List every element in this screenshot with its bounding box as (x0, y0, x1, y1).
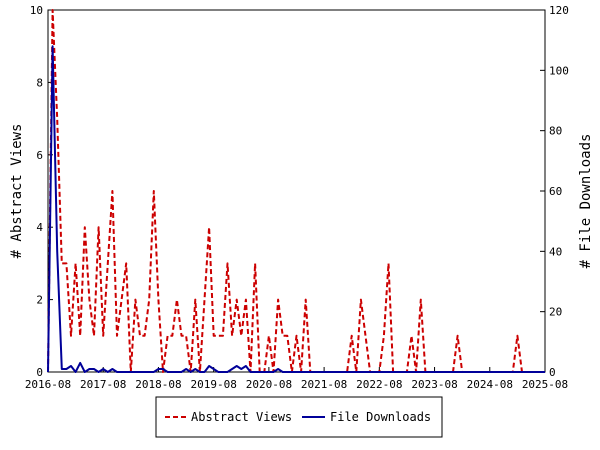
left-tick-label: 2 (36, 294, 43, 307)
series-layer (47, 9, 545, 373)
left-tick-label: 4 (36, 221, 43, 234)
right-tick-label: 120 (549, 4, 569, 17)
right-axis: 0 20 40 60 80 100 120 (540, 4, 569, 379)
series-line-abstract-views (47, 9, 545, 373)
x-tick-label: 2022-08 (356, 378, 402, 391)
left-tick-label: 6 (36, 149, 43, 162)
x-axis: 2016-08 2017-08 2018-08 2019-08 2020-08 2021-… (25, 367, 568, 391)
x-tick-label: 2016-08 (25, 378, 71, 391)
right-tick-label: 0 (549, 366, 556, 379)
left-tick-label: 0 (36, 366, 43, 379)
right-axis-title: # File Downloads (578, 134, 594, 269)
legend-box (155, 396, 443, 438)
x-tick-label: 2024-08 (467, 378, 513, 391)
series-line-file-downloads (47, 45, 545, 373)
legend: Abstract Views File Downloads (155, 396, 443, 438)
legend-label-file-downloads: File Downloads (330, 410, 431, 424)
x-tick-label: 2025-08 (522, 378, 568, 391)
left-axis-title: # Abstract Views (9, 124, 25, 259)
x-tick-label: 2019-08 (190, 378, 236, 391)
x-tick-label: 2017-08 (80, 378, 126, 391)
right-tick-label: 20 (549, 306, 562, 319)
right-tick-label: 100 (549, 64, 569, 77)
right-tick-label: 80 (549, 125, 562, 138)
x-tick-label: 2023-08 (411, 378, 457, 391)
right-tick-label: 40 (549, 245, 562, 258)
right-tick-label: 60 (549, 185, 562, 198)
plot-frame (47, 9, 546, 373)
x-tick-label: 2021-08 (301, 378, 347, 391)
x-tick-label: 2020-08 (246, 378, 292, 391)
x-tick-label: 2018-08 (135, 378, 181, 391)
left-tick-label: 8 (36, 76, 43, 89)
legend-label-abstract-views: Abstract Views (191, 410, 292, 424)
left-axis: 0 2 4 6 8 10 (30, 4, 53, 379)
left-tick-label: 10 (30, 4, 43, 17)
